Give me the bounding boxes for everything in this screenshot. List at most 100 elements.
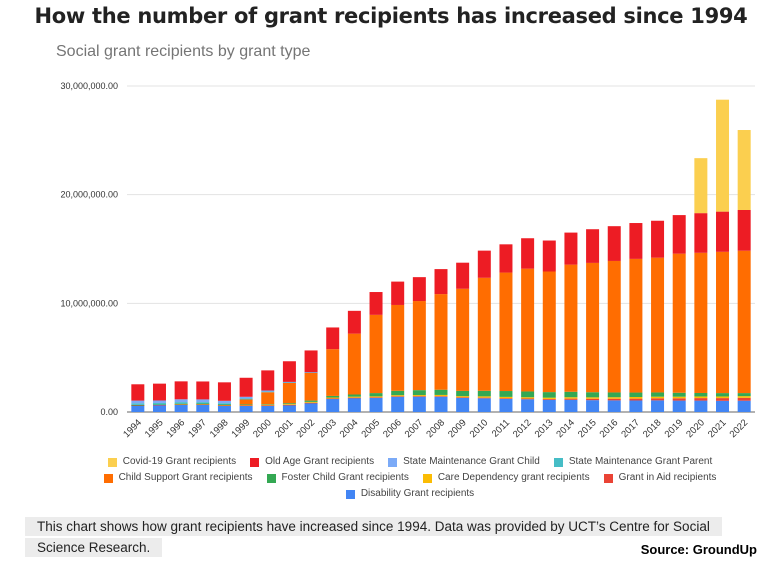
bar-segment-child-support-grant-recipients <box>716 251 730 394</box>
bar-segment-care-dependency-grant-recipients <box>542 397 556 399</box>
bar-segment-care-dependency-grant-recipients <box>737 396 751 398</box>
y-tick-label: 20,000,000.00 <box>60 190 118 200</box>
bar-segment-disability-grant-recipients <box>737 400 751 412</box>
bar-segment-foster-child-grant-recipients <box>737 393 751 397</box>
legend-item[interactable]: State Maintenance Grant Child <box>388 454 540 470</box>
bar-segment-child-support-grant-recipients <box>607 260 621 393</box>
page-title: How the number of grant recipients has i… <box>34 4 748 28</box>
bar-segment-disability-grant-recipients <box>629 400 643 412</box>
bar-segment-care-dependency-grant-recipients <box>694 396 708 399</box>
bar-segment-foster-child-grant-recipients <box>456 390 470 397</box>
bar-segment-grant-in-aid-recipients <box>369 397 383 398</box>
bar-segment-old-age-grant-recipients <box>737 209 751 251</box>
bar-segment-disability-grant-recipients <box>607 400 621 412</box>
bar-segment-old-age-grant-recipients <box>456 262 470 289</box>
bar-segment-grant-in-aid-recipients <box>304 402 318 404</box>
legend-item[interactable]: Foster Child Grant recipients <box>266 470 409 486</box>
bar-segment-foster-child-grant-recipients <box>672 392 686 397</box>
bar-segment-old-age-grant-recipients <box>304 350 318 373</box>
bar-segment-state-maintenance-grant-parent <box>239 398 253 400</box>
bar-segment-foster-child-grant-recipients <box>651 392 665 397</box>
bar-segment-care-dependency-grant-recipients <box>282 404 296 405</box>
bar-segment-grant-in-aid-recipients <box>239 405 253 406</box>
bar-segment-state-maintenance-grant-child <box>131 400 145 404</box>
bar-segment-disability-grant-recipients <box>672 400 686 412</box>
bar-segment-state-maintenance-grant-parent <box>217 403 231 405</box>
legend-item[interactable]: Disability Grant recipients <box>345 486 475 502</box>
x-tick-label: 2018 <box>641 417 664 440</box>
bar-segment-child-support-grant-recipients <box>564 264 578 392</box>
bar-segment-care-dependency-grant-recipients <box>412 395 426 397</box>
bar-segment-state-maintenance-grant-parent <box>261 391 275 393</box>
legend-item[interactable]: Care Dependency grant recipients <box>422 470 590 486</box>
bar-segment-state-maintenance-grant-child <box>196 399 210 403</box>
bar-segment-grant-in-aid-recipients <box>737 397 751 401</box>
bar-segment-foster-child-grant-recipients <box>326 395 340 398</box>
bar-segment-disability-grant-recipients <box>521 399 535 412</box>
bar-segment-child-support-grant-recipients <box>694 252 708 393</box>
bar-segment-disability-grant-recipients <box>282 404 296 412</box>
legend-label: State Maintenance Grant Parent <box>568 456 713 467</box>
bar-segment-child-support-grant-recipients <box>651 257 665 393</box>
bar-segment-care-dependency-grant-recipients <box>261 404 275 406</box>
bar-segment-old-age-grant-recipients <box>477 250 491 278</box>
bar-segment-child-support-grant-recipients <box>542 271 556 393</box>
legend-item[interactable]: Covid-19 Grant recipients <box>107 454 236 470</box>
y-tick-label: 0.00 <box>100 407 118 417</box>
legend-item[interactable]: State Maintenance Grant Parent <box>553 454 713 470</box>
bar-segment-old-age-grant-recipients <box>261 370 275 391</box>
bar-segment-care-dependency-grant-recipients <box>672 396 686 399</box>
bar-segment-disability-grant-recipients <box>196 404 210 412</box>
bar-segment-old-age-grant-recipients <box>716 211 730 252</box>
bar-segment-child-support-grant-recipients <box>521 268 535 392</box>
bar-segment-disability-grant-recipients <box>174 404 188 412</box>
bar-segment-care-dependency-grant-recipients <box>499 396 513 399</box>
bar-segment-foster-child-grant-recipients <box>304 400 318 402</box>
legend-label: Disability Grant recipients <box>360 488 475 499</box>
bar-segment-disability-grant-recipients <box>586 400 600 412</box>
y-tick-label: 10,000,000.00 <box>60 298 118 308</box>
bar-segment-grant-in-aid-recipients <box>607 398 621 401</box>
bar-segment-grant-in-aid-recipients <box>347 397 361 399</box>
bar-segment-child-support-grant-recipients <box>499 272 513 392</box>
bar-segment-foster-child-grant-recipients <box>347 394 361 397</box>
bar-segment-foster-child-grant-recipients <box>694 392 708 397</box>
legend-item[interactable]: Child Support Grant recipients <box>103 470 253 486</box>
bar-segment-care-dependency-grant-recipients <box>477 396 491 398</box>
x-tick-label: 1996 <box>165 417 188 440</box>
legend-swatch <box>266 473 276 483</box>
bar-segment-child-support-grant-recipients <box>304 372 318 401</box>
legend-swatch <box>603 473 613 483</box>
bar-segment-old-age-grant-recipients <box>239 377 253 397</box>
bar-segment-grant-in-aid-recipients <box>564 398 578 400</box>
bar-segment-grant-in-aid-recipients <box>131 405 145 406</box>
bar-segment-old-age-grant-recipients <box>651 220 665 258</box>
bar-segment-foster-child-grant-recipients <box>391 390 405 396</box>
bar-segment-foster-child-grant-recipients <box>174 403 188 405</box>
bar-segment-child-support-grant-recipients <box>282 382 296 404</box>
bar-segment-care-dependency-grant-recipients <box>369 396 383 398</box>
bar-segment-covid-19-grant-recipients <box>716 99 730 212</box>
bar-segment-care-dependency-grant-recipients <box>456 396 470 398</box>
bar-segment-grant-in-aid-recipients <box>716 398 730 401</box>
legend-label: Care Dependency grant recipients <box>437 472 590 483</box>
bar-segment-state-maintenance-grant-child <box>217 400 231 404</box>
chart-subtitle: Social grant recipients by grant type <box>56 43 311 60</box>
bar-segment-grant-in-aid-recipients <box>586 398 600 401</box>
bar-segment-care-dependency-grant-recipients <box>521 397 535 399</box>
legend-item[interactable]: Old Age Grant recipients <box>250 454 374 470</box>
x-tick-label: 2010 <box>468 417 491 440</box>
bar-segment-old-age-grant-recipients <box>521 238 535 269</box>
bar-segment-disability-grant-recipients <box>304 402 318 412</box>
legend-label: Grant in Aid recipients <box>618 472 717 483</box>
x-tick-label: 2013 <box>533 417 556 440</box>
bar-segment-grant-in-aid-recipients <box>477 397 491 399</box>
bar-segment-disability-grant-recipients <box>412 396 426 412</box>
bar-segment-old-age-grant-recipients <box>564 232 578 265</box>
x-tick-label: 2001 <box>273 417 296 440</box>
legend-item[interactable]: Grant in Aid recipients <box>603 470 717 486</box>
bar-segment-foster-child-grant-recipients <box>369 393 383 397</box>
bar-segment-grant-in-aid-recipients <box>326 398 340 400</box>
legend-row: Child Support Grant recipients Foster Chi… <box>80 470 740 486</box>
